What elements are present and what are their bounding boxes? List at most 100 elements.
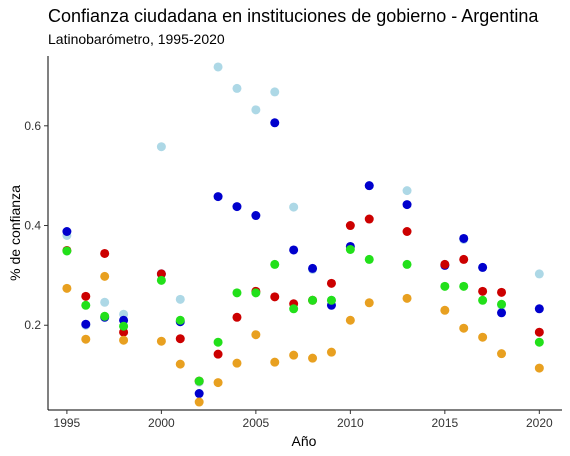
x-tick-label: 1995 — [54, 416, 81, 430]
data-point — [175, 294, 185, 304]
data-point — [364, 181, 374, 191]
data-point — [81, 334, 91, 344]
data-point — [345, 244, 355, 254]
chart-subtitle: Latinobarómetro, 1995-2020 — [48, 31, 225, 47]
data-point — [534, 337, 544, 347]
x-tick-label: 2005 — [243, 416, 270, 430]
data-point — [232, 358, 242, 368]
data-point — [270, 357, 280, 367]
data-point — [270, 259, 280, 269]
data-point — [175, 359, 185, 369]
data-point — [270, 292, 280, 302]
data-point — [289, 202, 299, 212]
x-tick-label: 2010 — [337, 416, 364, 430]
data-point — [289, 304, 299, 314]
data-point — [251, 330, 261, 340]
data-point — [194, 376, 204, 386]
data-point — [402, 293, 412, 303]
data-point — [326, 278, 336, 288]
y-tick-label: 0.2 — [24, 318, 41, 332]
data-point — [156, 336, 166, 346]
data-point — [289, 350, 299, 360]
data-point — [402, 200, 412, 210]
data-point — [345, 315, 355, 325]
data-point — [175, 315, 185, 325]
data-point — [402, 186, 412, 196]
data-point — [478, 295, 488, 305]
data-point — [213, 378, 223, 388]
data-point — [308, 263, 318, 273]
data-point — [402, 227, 412, 237]
data-point — [270, 118, 280, 128]
data-point — [232, 288, 242, 298]
data-point — [81, 291, 91, 301]
data-point — [459, 233, 469, 243]
axes: 1995 2000 2005 2010 2015 2020 0.2 0.4 0.6 — [24, 56, 562, 430]
y-axis-title: % de confianza — [7, 185, 23, 281]
data-point — [251, 288, 261, 298]
data-point — [62, 246, 72, 256]
data-point — [440, 259, 450, 269]
data-point — [175, 334, 185, 344]
x-axis-title: Año — [292, 433, 317, 449]
data-point — [81, 300, 91, 310]
data-point — [345, 221, 355, 231]
data-point — [156, 142, 166, 152]
data-point — [497, 287, 507, 297]
data-point — [100, 297, 110, 307]
data-point — [534, 304, 544, 314]
data-point — [232, 202, 242, 212]
data-point — [213, 337, 223, 347]
data-point — [459, 254, 469, 264]
data-point — [62, 283, 72, 293]
data-point — [534, 363, 544, 373]
data-point — [100, 311, 110, 321]
y-tick-label: 0.6 — [24, 119, 41, 133]
data-point — [364, 254, 374, 264]
data-point — [251, 105, 261, 115]
x-tick-label: 2015 — [431, 416, 458, 430]
data-point — [402, 259, 412, 269]
data-point — [440, 281, 450, 291]
data-point — [364, 214, 374, 224]
data-point — [100, 271, 110, 281]
data-point — [534, 327, 544, 337]
data-point — [213, 192, 223, 202]
data-point — [326, 295, 336, 305]
data-point — [364, 298, 374, 308]
data-point — [270, 87, 280, 97]
data-point — [119, 321, 129, 331]
data-point — [478, 332, 488, 342]
data-point — [440, 305, 450, 315]
data-point — [478, 286, 488, 296]
data-point — [459, 323, 469, 333]
x-tick-label: 2000 — [148, 416, 175, 430]
data-point — [62, 227, 72, 237]
data-point — [156, 269, 166, 279]
data-point — [308, 353, 318, 363]
data-point — [194, 389, 204, 399]
data-point — [156, 275, 166, 285]
data-point — [497, 308, 507, 318]
data-point — [497, 299, 507, 309]
data-point — [478, 262, 488, 272]
data-point — [326, 347, 336, 357]
data-point — [213, 349, 223, 359]
data-point — [459, 281, 469, 291]
data-point — [81, 319, 91, 329]
data-point — [232, 83, 242, 93]
data-point — [308, 295, 318, 305]
x-tick-label: 2020 — [526, 416, 553, 430]
chart-title: Confianza ciudadana en instituciones de … — [48, 6, 539, 26]
data-points — [62, 62, 544, 407]
data-point — [289, 245, 299, 255]
data-point — [194, 397, 204, 407]
data-point — [534, 269, 544, 279]
data-point — [119, 335, 129, 345]
data-point — [497, 349, 507, 359]
data-point — [100, 248, 110, 258]
data-point — [232, 312, 242, 322]
y-tick-label: 0.4 — [24, 219, 41, 233]
data-point — [251, 211, 261, 221]
